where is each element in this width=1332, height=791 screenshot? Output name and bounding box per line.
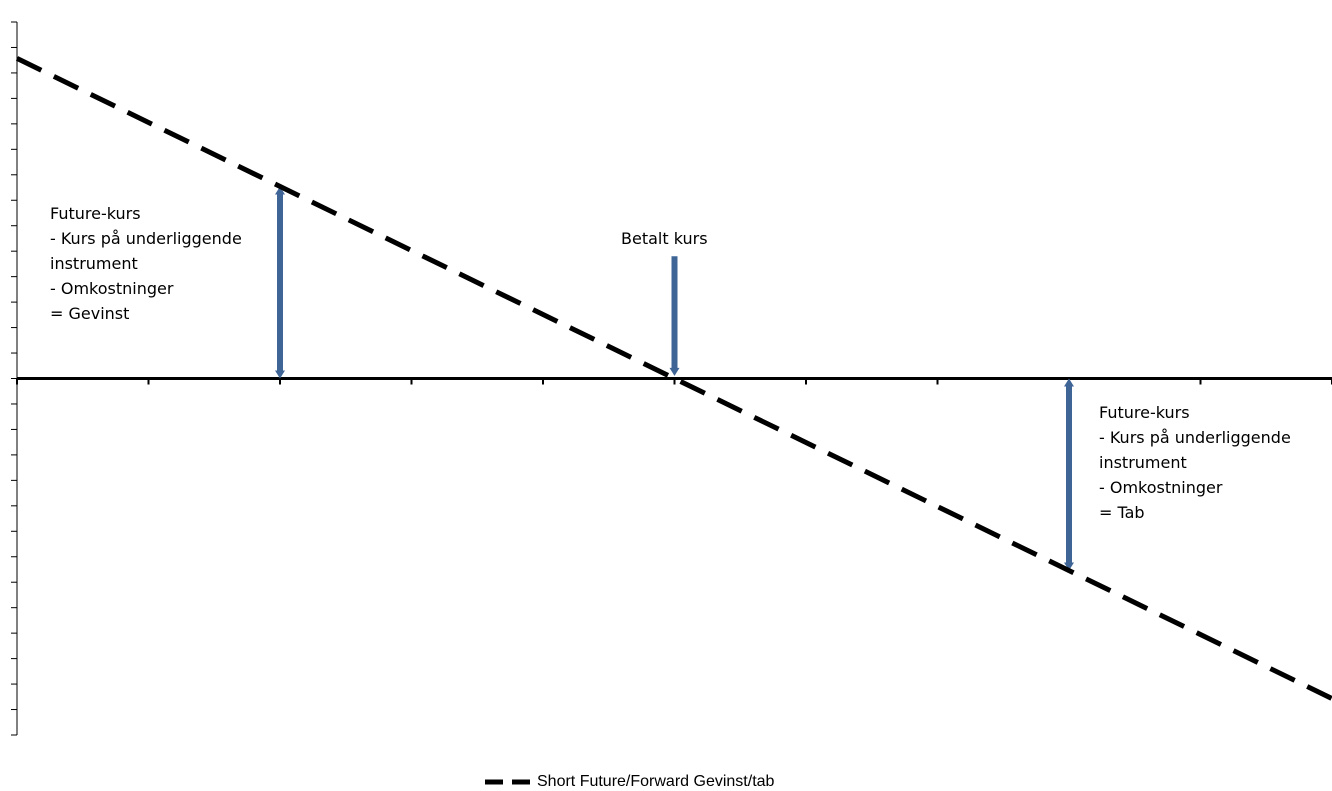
annotation-arrows	[275, 186, 1074, 571]
arrow-head-up	[1064, 378, 1074, 387]
annotation-betalt-line: Betalt kurs	[621, 229, 708, 248]
legend: Short Future/Forward Gevinst/tab	[485, 773, 774, 791]
annotation-gevinst-line: Future-kurs	[50, 204, 141, 223]
annotation-gevinst-line: - Omkostninger	[50, 279, 174, 298]
annotation-gevinst-line: instrument	[50, 254, 138, 273]
annotation-tab-line: - Kurs på underliggende	[1099, 428, 1291, 447]
legend-label: Short Future/Forward Gevinst/tab	[537, 773, 775, 790]
arrow-head-down	[275, 370, 285, 379]
annotation-tab: Future-kurs - Kurs på underliggende inst…	[1099, 400, 1291, 525]
axes	[11, 21, 1332, 736]
arrow-tab	[1064, 378, 1074, 571]
arrow-gevinst	[275, 186, 285, 379]
legend-swatch-dashed	[485, 779, 537, 785]
arrow-head-down	[669, 367, 680, 376]
annotation-tab-line: - Omkostninger	[1099, 478, 1223, 497]
annotation-tab-line: instrument	[1099, 453, 1187, 472]
annotation-tab-line: = Tab	[1099, 503, 1145, 522]
annotation-gevinst: Future-kurs - Kurs på underliggende inst…	[50, 201, 242, 326]
arrow-betalt	[669, 256, 680, 376]
annotation-betalt-kurs: Betalt kurs	[621, 226, 708, 251]
arrow-head-down	[1064, 562, 1074, 571]
annotation-gevinst-line: = Gevinst	[50, 304, 130, 323]
arrow-head-up	[275, 186, 285, 195]
annotation-tab-line: Future-kurs	[1099, 403, 1190, 422]
annotation-gevinst-line: - Kurs på underliggende	[50, 229, 242, 248]
